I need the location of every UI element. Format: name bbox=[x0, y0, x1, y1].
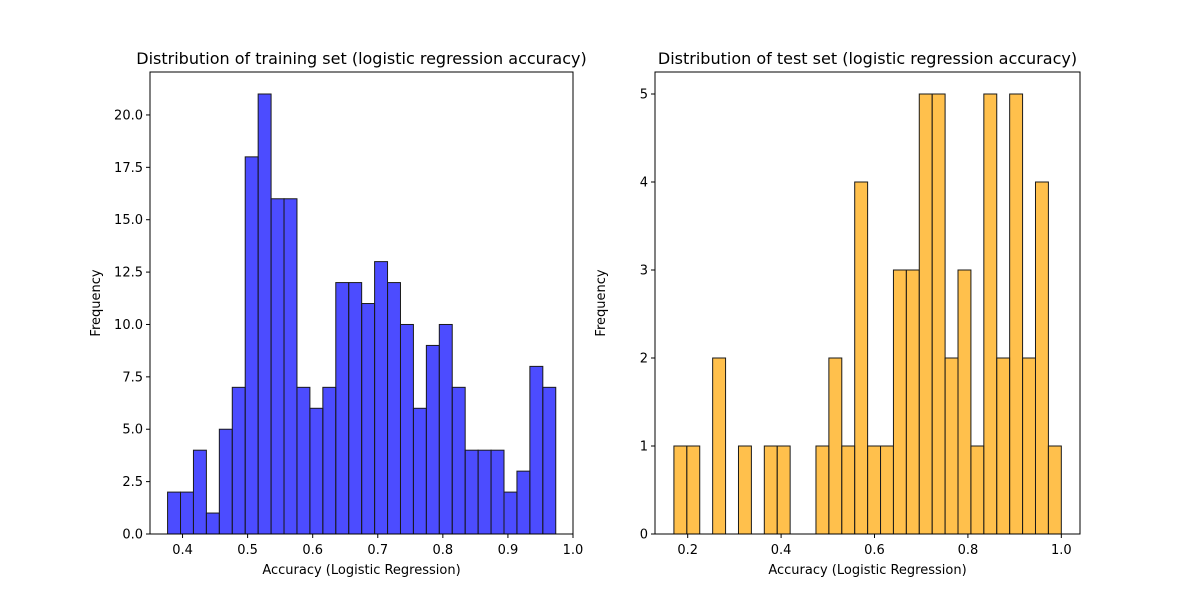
training-x-axis-label: Accuracy (Logistic Regression) bbox=[262, 563, 460, 578]
test-x-tick-label: 1.0 bbox=[1051, 543, 1072, 558]
training-histogram-bar bbox=[399, 323, 414, 535]
test-histogram-panel: 0 1 2 3 4 5 0.2 0.4 0.6 0.8 1.0 Distribution of t… bbox=[594, 49, 1081, 578]
test-histogram-bar bbox=[905, 269, 920, 535]
training-histogram-bar bbox=[348, 282, 363, 535]
training-histogram-bar bbox=[464, 449, 479, 535]
test-y-tick-label: 4 bbox=[640, 176, 648, 191]
test-x-tick-label: 0.8 bbox=[958, 543, 979, 558]
test-histogram-bar bbox=[867, 445, 882, 535]
test-histogram-bar bbox=[996, 357, 1011, 535]
training-histogram-bar bbox=[438, 323, 453, 535]
test-histogram-bar bbox=[673, 445, 688, 535]
test-y-tick-label: 1 bbox=[640, 440, 648, 455]
training-histogram-bar bbox=[361, 303, 376, 535]
test-y-tick-label: 5 bbox=[640, 88, 648, 103]
training-histogram-bar bbox=[322, 386, 337, 535]
test-x-ticks: 0.2 0.4 0.6 0.8 1.0 bbox=[677, 534, 1072, 558]
training-histogram-bar bbox=[490, 449, 505, 535]
test-x-tick-label: 0.4 bbox=[771, 543, 792, 558]
training-histogram-bar bbox=[425, 344, 440, 535]
training-histogram-bar bbox=[180, 491, 194, 535]
training-y-tick-label: 0.0 bbox=[122, 528, 143, 543]
test-histogram-bar bbox=[776, 445, 791, 535]
training-y-axis-label: Frequency bbox=[89, 269, 104, 336]
test-histogram-bar bbox=[1009, 93, 1024, 535]
training-histogram-bar bbox=[335, 282, 350, 535]
training-histogram-bar bbox=[451, 386, 466, 535]
test-y-tick-label: 3 bbox=[640, 264, 648, 279]
training-histogram-bar bbox=[218, 428, 233, 535]
test-histogram-bar bbox=[854, 181, 869, 535]
test-histogram-bar bbox=[841, 445, 856, 535]
test-y-axis-label: Frequency bbox=[594, 269, 609, 336]
test-histogram-bar bbox=[686, 445, 701, 535]
test-y-tick-label: 2 bbox=[640, 352, 648, 367]
test-x-axis-label: Accuracy (Logistic Regression) bbox=[768, 563, 966, 578]
training-histogram-bar bbox=[296, 386, 311, 535]
test-histogram-bar bbox=[892, 269, 907, 535]
test-chart-title: Distribution of test set (logistic regre… bbox=[658, 49, 1077, 68]
training-histogram-bar bbox=[516, 470, 531, 535]
test-histogram-bar bbox=[880, 445, 894, 535]
test-histogram-bar bbox=[1022, 357, 1036, 535]
training-histogram-bar bbox=[192, 449, 207, 535]
training-y-ticks: 0.0 2.5 5.0 7.5 10.0 12.5 15.0 17.5 20.0 bbox=[114, 108, 150, 543]
training-histogram-bar bbox=[374, 261, 389, 535]
training-histogram-bar bbox=[270, 198, 285, 535]
test-histogram-bar bbox=[918, 93, 933, 535]
training-y-tick-label: 20.0 bbox=[114, 108, 143, 123]
test-histogram-bar bbox=[1047, 445, 1062, 535]
training-histogram-bar bbox=[205, 512, 220, 535]
test-histogram-bar bbox=[944, 357, 959, 535]
training-y-tick-label: 10.0 bbox=[114, 318, 143, 333]
training-y-tick-label: 12.5 bbox=[114, 266, 143, 281]
training-histogram-bar bbox=[503, 491, 518, 535]
training-x-tick-label: 0.8 bbox=[433, 543, 454, 558]
training-x-tick-label: 0.5 bbox=[237, 543, 258, 558]
test-histogram-bar bbox=[828, 357, 843, 535]
training-histogram-bar bbox=[477, 449, 492, 535]
training-y-tick-label: 17.5 bbox=[114, 161, 143, 176]
training-histogram-bar bbox=[167, 491, 182, 535]
training-histogram-bar bbox=[529, 365, 544, 535]
test-y-ticks: 0 1 2 3 4 5 bbox=[640, 88, 655, 543]
test-histogram-bar bbox=[712, 357, 727, 535]
training-x-tick-label: 0.9 bbox=[498, 543, 519, 558]
training-x-tick-label: 0.6 bbox=[302, 543, 323, 558]
training-y-tick-label: 7.5 bbox=[122, 370, 143, 385]
test-y-tick-label: 0 bbox=[640, 528, 648, 543]
training-x-tick-label: 0.7 bbox=[367, 543, 388, 558]
training-x-tick-label: 0.4 bbox=[172, 543, 193, 558]
test-histogram-bar bbox=[957, 269, 972, 535]
training-axes-frame bbox=[149, 71, 574, 535]
training-histogram-bar bbox=[412, 407, 427, 535]
training-x-ticks: 0.4 0.5 0.6 0.7 0.8 0.9 1.0 bbox=[172, 534, 583, 558]
test-histogram-bar bbox=[763, 445, 778, 535]
test-histogram-bar bbox=[737, 445, 752, 535]
training-bars bbox=[167, 93, 557, 535]
test-histogram-bar bbox=[970, 445, 985, 535]
training-y-tick-label: 5.0 bbox=[122, 423, 143, 438]
training-x-tick-label: 1.0 bbox=[563, 543, 584, 558]
training-histogram-bar bbox=[309, 407, 324, 535]
training-histogram-panel: 0.02.55.07.510.012.515.017.520.0 0.4 0.5 0… bbox=[89, 49, 587, 578]
test-histogram-bar bbox=[815, 445, 830, 535]
training-histogram-bar bbox=[387, 282, 401, 535]
test-x-tick-label: 0.2 bbox=[677, 543, 698, 558]
test-axes-frame bbox=[654, 71, 1081, 535]
test-histogram-bar bbox=[1034, 181, 1049, 535]
training-histogram-bar bbox=[542, 386, 557, 535]
test-x-tick-label: 0.6 bbox=[864, 543, 885, 558]
training-histogram-bar bbox=[231, 386, 246, 535]
training-histogram-bar bbox=[283, 198, 298, 535]
test-histogram-bar bbox=[931, 93, 946, 535]
training-histogram-bar bbox=[257, 93, 272, 535]
training-histogram-bar bbox=[244, 156, 259, 535]
training-y-tick-label: 2.5 bbox=[122, 475, 143, 490]
training-y-tick-label: 15.0 bbox=[114, 213, 143, 228]
test-histogram-bar bbox=[983, 93, 998, 535]
training-chart-title: Distribution of training set (logistic r… bbox=[136, 49, 586, 68]
